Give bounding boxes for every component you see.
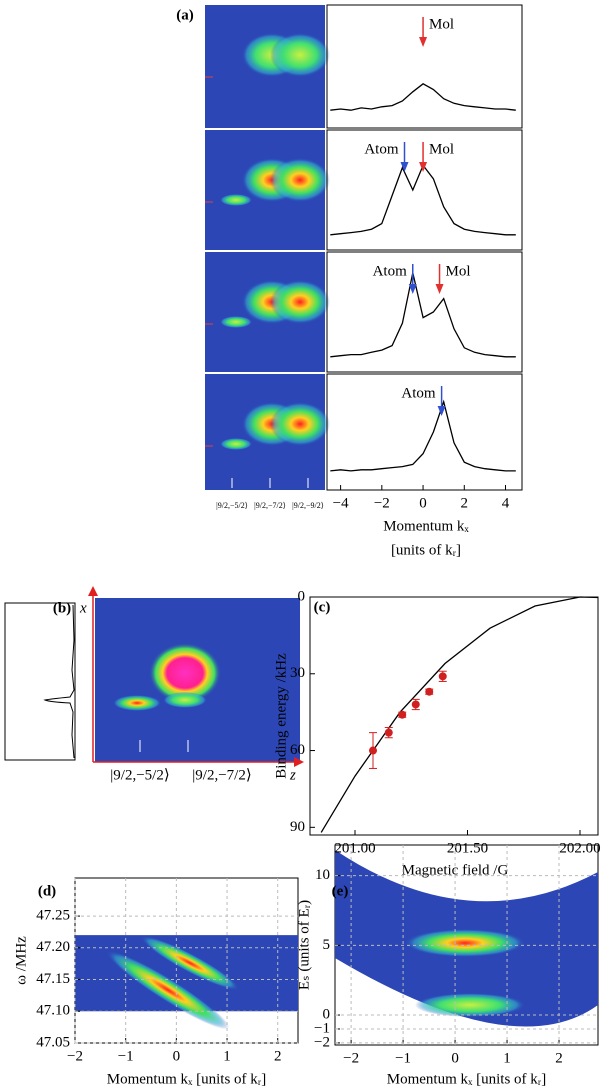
x-axis-label: z bbox=[289, 767, 296, 783]
arrowhead bbox=[435, 284, 444, 294]
blob bbox=[405, 929, 525, 957]
annotation: Atom bbox=[373, 263, 408, 279]
y-tick-label: 47.05 bbox=[36, 1034, 70, 1050]
annotation: Atom bbox=[401, 385, 436, 401]
arrowhead bbox=[419, 37, 428, 47]
data-line bbox=[330, 272, 516, 358]
y-axis-label: Eₛ (units of Eᵣ) bbox=[296, 900, 312, 990]
arrowhead bbox=[294, 757, 304, 767]
point bbox=[384, 728, 393, 737]
frame bbox=[326, 129, 523, 251]
panel-label: (b) bbox=[53, 600, 71, 616]
x-tick-label: −2 bbox=[374, 495, 390, 511]
state-label: |9/2,−5/2⟩ bbox=[110, 767, 169, 783]
x-tick-label: 4 bbox=[502, 495, 510, 511]
profile-line bbox=[43, 604, 75, 759]
x-tick-label: 201.00 bbox=[334, 840, 375, 856]
blob bbox=[149, 643, 221, 703]
y-tick-label: 47.25 bbox=[36, 908, 70, 924]
x-axis-label: Momentum kₓ [units of kᵣ] bbox=[107, 1071, 266, 1087]
arrowhead bbox=[408, 284, 417, 294]
x-tick-label: 1 bbox=[503, 1050, 511, 1066]
panel-label: (d) bbox=[38, 883, 56, 899]
profile-frame bbox=[4, 602, 76, 761]
blob bbox=[270, 402, 330, 446]
x-tick-label: −1 bbox=[118, 1048, 134, 1064]
y-tick-label: 47.20 bbox=[36, 939, 70, 955]
x-tick-label: 2 bbox=[555, 1050, 563, 1066]
x-tick-label: −2 bbox=[67, 1048, 83, 1064]
panel-label: (a) bbox=[176, 7, 194, 23]
state-label: |9/2,−7/2⟩ bbox=[254, 501, 286, 510]
blob bbox=[113, 695, 161, 711]
annotation: Atom bbox=[364, 141, 399, 157]
x-tick-label: −2 bbox=[343, 1050, 359, 1066]
arrowhead bbox=[437, 406, 446, 416]
frame bbox=[326, 373, 523, 491]
data-line bbox=[330, 399, 516, 472]
x-tick-label: 201.50 bbox=[447, 840, 488, 856]
frame bbox=[326, 251, 523, 373]
point bbox=[398, 710, 407, 719]
blob bbox=[220, 316, 252, 328]
state-label: |9/2,−9/2⟩ bbox=[292, 501, 324, 510]
panel-label: (e) bbox=[332, 883, 349, 899]
y-axis-label: Binding energy /kHz bbox=[273, 653, 289, 779]
y-tick-label: 60 bbox=[290, 742, 305, 758]
arrowhead bbox=[400, 162, 409, 172]
x-axis-label: Momentum kₓ bbox=[383, 518, 469, 534]
x-tick-label: 0 bbox=[173, 1048, 181, 1064]
x-axis-label: [units of kᵣ] bbox=[391, 542, 461, 558]
frame bbox=[326, 4, 523, 129]
panel-label: (c) bbox=[314, 599, 331, 615]
data-line bbox=[330, 164, 516, 236]
y-tick-label: −2 bbox=[314, 1034, 330, 1050]
y-axis-label: ω /MHz bbox=[13, 936, 29, 985]
x-tick-label: 202.00 bbox=[559, 840, 600, 856]
x-tick-label: −4 bbox=[333, 495, 349, 511]
data-line bbox=[330, 83, 516, 111]
x-tick-label: 1 bbox=[223, 1048, 231, 1064]
annotation: Mol bbox=[446, 263, 471, 279]
point bbox=[438, 672, 447, 681]
x-tick-label: 2 bbox=[274, 1048, 282, 1064]
blob bbox=[270, 33, 330, 77]
x-tick-label: 0 bbox=[419, 495, 427, 511]
x-tick-label: 2 bbox=[461, 495, 469, 511]
y-tick-label: 5 bbox=[323, 937, 331, 953]
blob bbox=[141, 935, 239, 991]
y-tick-label: 10 bbox=[315, 867, 330, 883]
blob bbox=[270, 158, 330, 202]
y-axis-label: x bbox=[79, 600, 87, 616]
blob bbox=[163, 692, 207, 708]
arrowhead bbox=[88, 586, 98, 596]
annotation: Mol bbox=[429, 141, 454, 157]
y-tick-label: 0 bbox=[323, 1006, 331, 1022]
blob bbox=[220, 438, 252, 450]
frame bbox=[309, 596, 599, 836]
blob bbox=[106, 950, 230, 1030]
y-tick-label: 30 bbox=[290, 665, 305, 681]
point bbox=[411, 700, 420, 709]
point bbox=[369, 746, 377, 755]
y-tick-label: −1 bbox=[314, 1020, 330, 1036]
annotation: Mol bbox=[429, 16, 454, 32]
y-tick-label: 47.10 bbox=[36, 1003, 70, 1019]
state-label: |9/2,−5/2⟩ bbox=[216, 501, 248, 510]
y-tick-label: 90 bbox=[290, 819, 305, 835]
state-label: |9/2,−7/2⟩ bbox=[192, 767, 251, 783]
y-tick-label: 0 bbox=[298, 588, 306, 604]
arrowhead bbox=[419, 162, 428, 172]
x-tick-label: 0 bbox=[451, 1050, 459, 1066]
blob bbox=[270, 280, 330, 324]
y-tick-label: 47.15 bbox=[36, 971, 70, 987]
point bbox=[425, 687, 434, 696]
x-axis-label: Momentum kₓ [units of kᵣ] bbox=[387, 1071, 546, 1087]
blob bbox=[220, 194, 252, 206]
x-tick-label: −1 bbox=[395, 1050, 411, 1066]
fit-curve bbox=[320, 596, 599, 833]
blob bbox=[415, 993, 525, 1017]
